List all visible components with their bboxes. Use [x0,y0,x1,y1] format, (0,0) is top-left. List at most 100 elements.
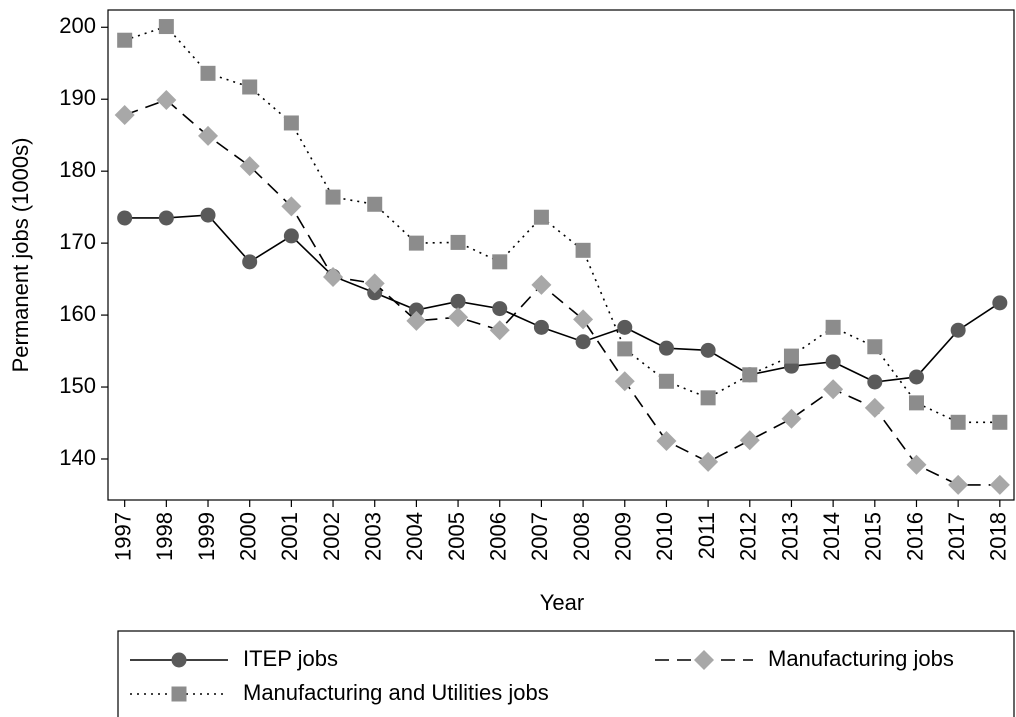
x-tick-label: 2018 [986,512,1011,561]
x-tick-label: 2003 [361,512,386,561]
legend-label: Manufacturing jobs [768,646,954,671]
data-point [950,414,966,430]
data-point [364,273,385,294]
data-point [867,374,883,390]
y-tick-label: 150 [59,373,96,398]
data-point [989,474,1010,495]
data-point [448,307,469,328]
data-point [992,414,1008,430]
data-point [783,348,799,364]
series-line [124,99,1000,486]
x-tick-label: 1998 [152,512,177,561]
data-point [658,340,674,356]
legend-marker [694,650,714,670]
data-point [656,430,677,451]
data-point [200,65,216,81]
data-point [158,210,174,226]
plot-frame [107,9,1015,501]
y-tick-label: 190 [59,85,96,110]
data-point [198,125,219,146]
data-point [867,339,883,355]
data-point [281,196,302,217]
data-point [823,379,844,400]
x-tick-label: 2007 [527,512,552,561]
data-point [531,274,552,295]
data-point [906,454,927,475]
x-tick-label: 2001 [277,512,302,561]
series-line [124,214,1001,383]
x-tick-label: 2014 [819,512,844,561]
data-point [700,390,716,406]
legend-marker [171,652,187,668]
y-tick-label: 180 [59,157,96,182]
data-point [283,115,299,131]
x-tick-label: 2004 [402,512,427,561]
x-tick-label: 2000 [236,512,261,561]
y-tick-label: 170 [59,229,96,254]
data-point [658,373,674,389]
data-point [573,309,594,330]
data-point [158,19,174,35]
x-tick-label: 1999 [194,512,219,561]
x-tick-label: 2009 [611,512,636,561]
data-point [908,395,924,411]
x-tick-label: 1997 [110,512,135,561]
data-point [992,295,1008,311]
data-point [242,79,258,95]
x-tick-label: 2002 [319,512,344,561]
data-point [492,301,508,317]
data-point [908,369,924,385]
data-point [864,397,885,418]
data-point [367,196,383,212]
legend-label: Manufacturing and Utilities jobs [243,680,549,705]
data-point [825,319,841,335]
data-point [950,322,966,338]
data-point [575,242,591,258]
data-point [825,354,841,370]
data-point [489,320,510,341]
x-tick-label: 2005 [444,512,469,561]
y-tick-label: 200 [59,13,96,38]
data-point [156,89,177,110]
data-point [323,266,344,287]
data-point [325,189,341,205]
data-point [117,210,133,226]
y-axis-title: Permanent jobs (1000s) [8,138,33,373]
data-point [406,310,427,331]
data-point [617,319,633,335]
data-point [450,234,466,250]
x-tick-label: 2010 [652,512,677,561]
data-point [533,319,549,335]
y-tick-label: 140 [59,445,96,470]
x-tick-label: 2011 [694,512,719,559]
data-point [117,32,133,48]
data-point [283,228,299,244]
legend-box [117,630,1015,717]
data-point [492,254,508,270]
x-tick-label: 2015 [861,512,886,561]
data-point [781,408,802,429]
data-point [700,342,716,358]
data-point [575,334,591,350]
data-point [408,235,424,251]
x-tick-label: 2016 [902,512,927,561]
data-point [614,371,635,392]
data-point [408,302,424,318]
data-point [239,156,260,177]
legend-label: ITEP jobs [243,646,338,671]
data-point [200,207,216,223]
x-tick-label: 2008 [569,512,594,561]
y-tick-label: 160 [59,301,96,326]
data-point [533,209,549,225]
data-point [742,367,758,383]
legend-marker [171,686,187,702]
x-tick-label: 2012 [736,512,761,561]
data-point [698,451,719,472]
data-point [617,341,633,357]
data-point [242,254,258,270]
data-point [739,430,760,451]
x-tick-label: 2006 [486,512,511,561]
data-point [114,105,135,126]
